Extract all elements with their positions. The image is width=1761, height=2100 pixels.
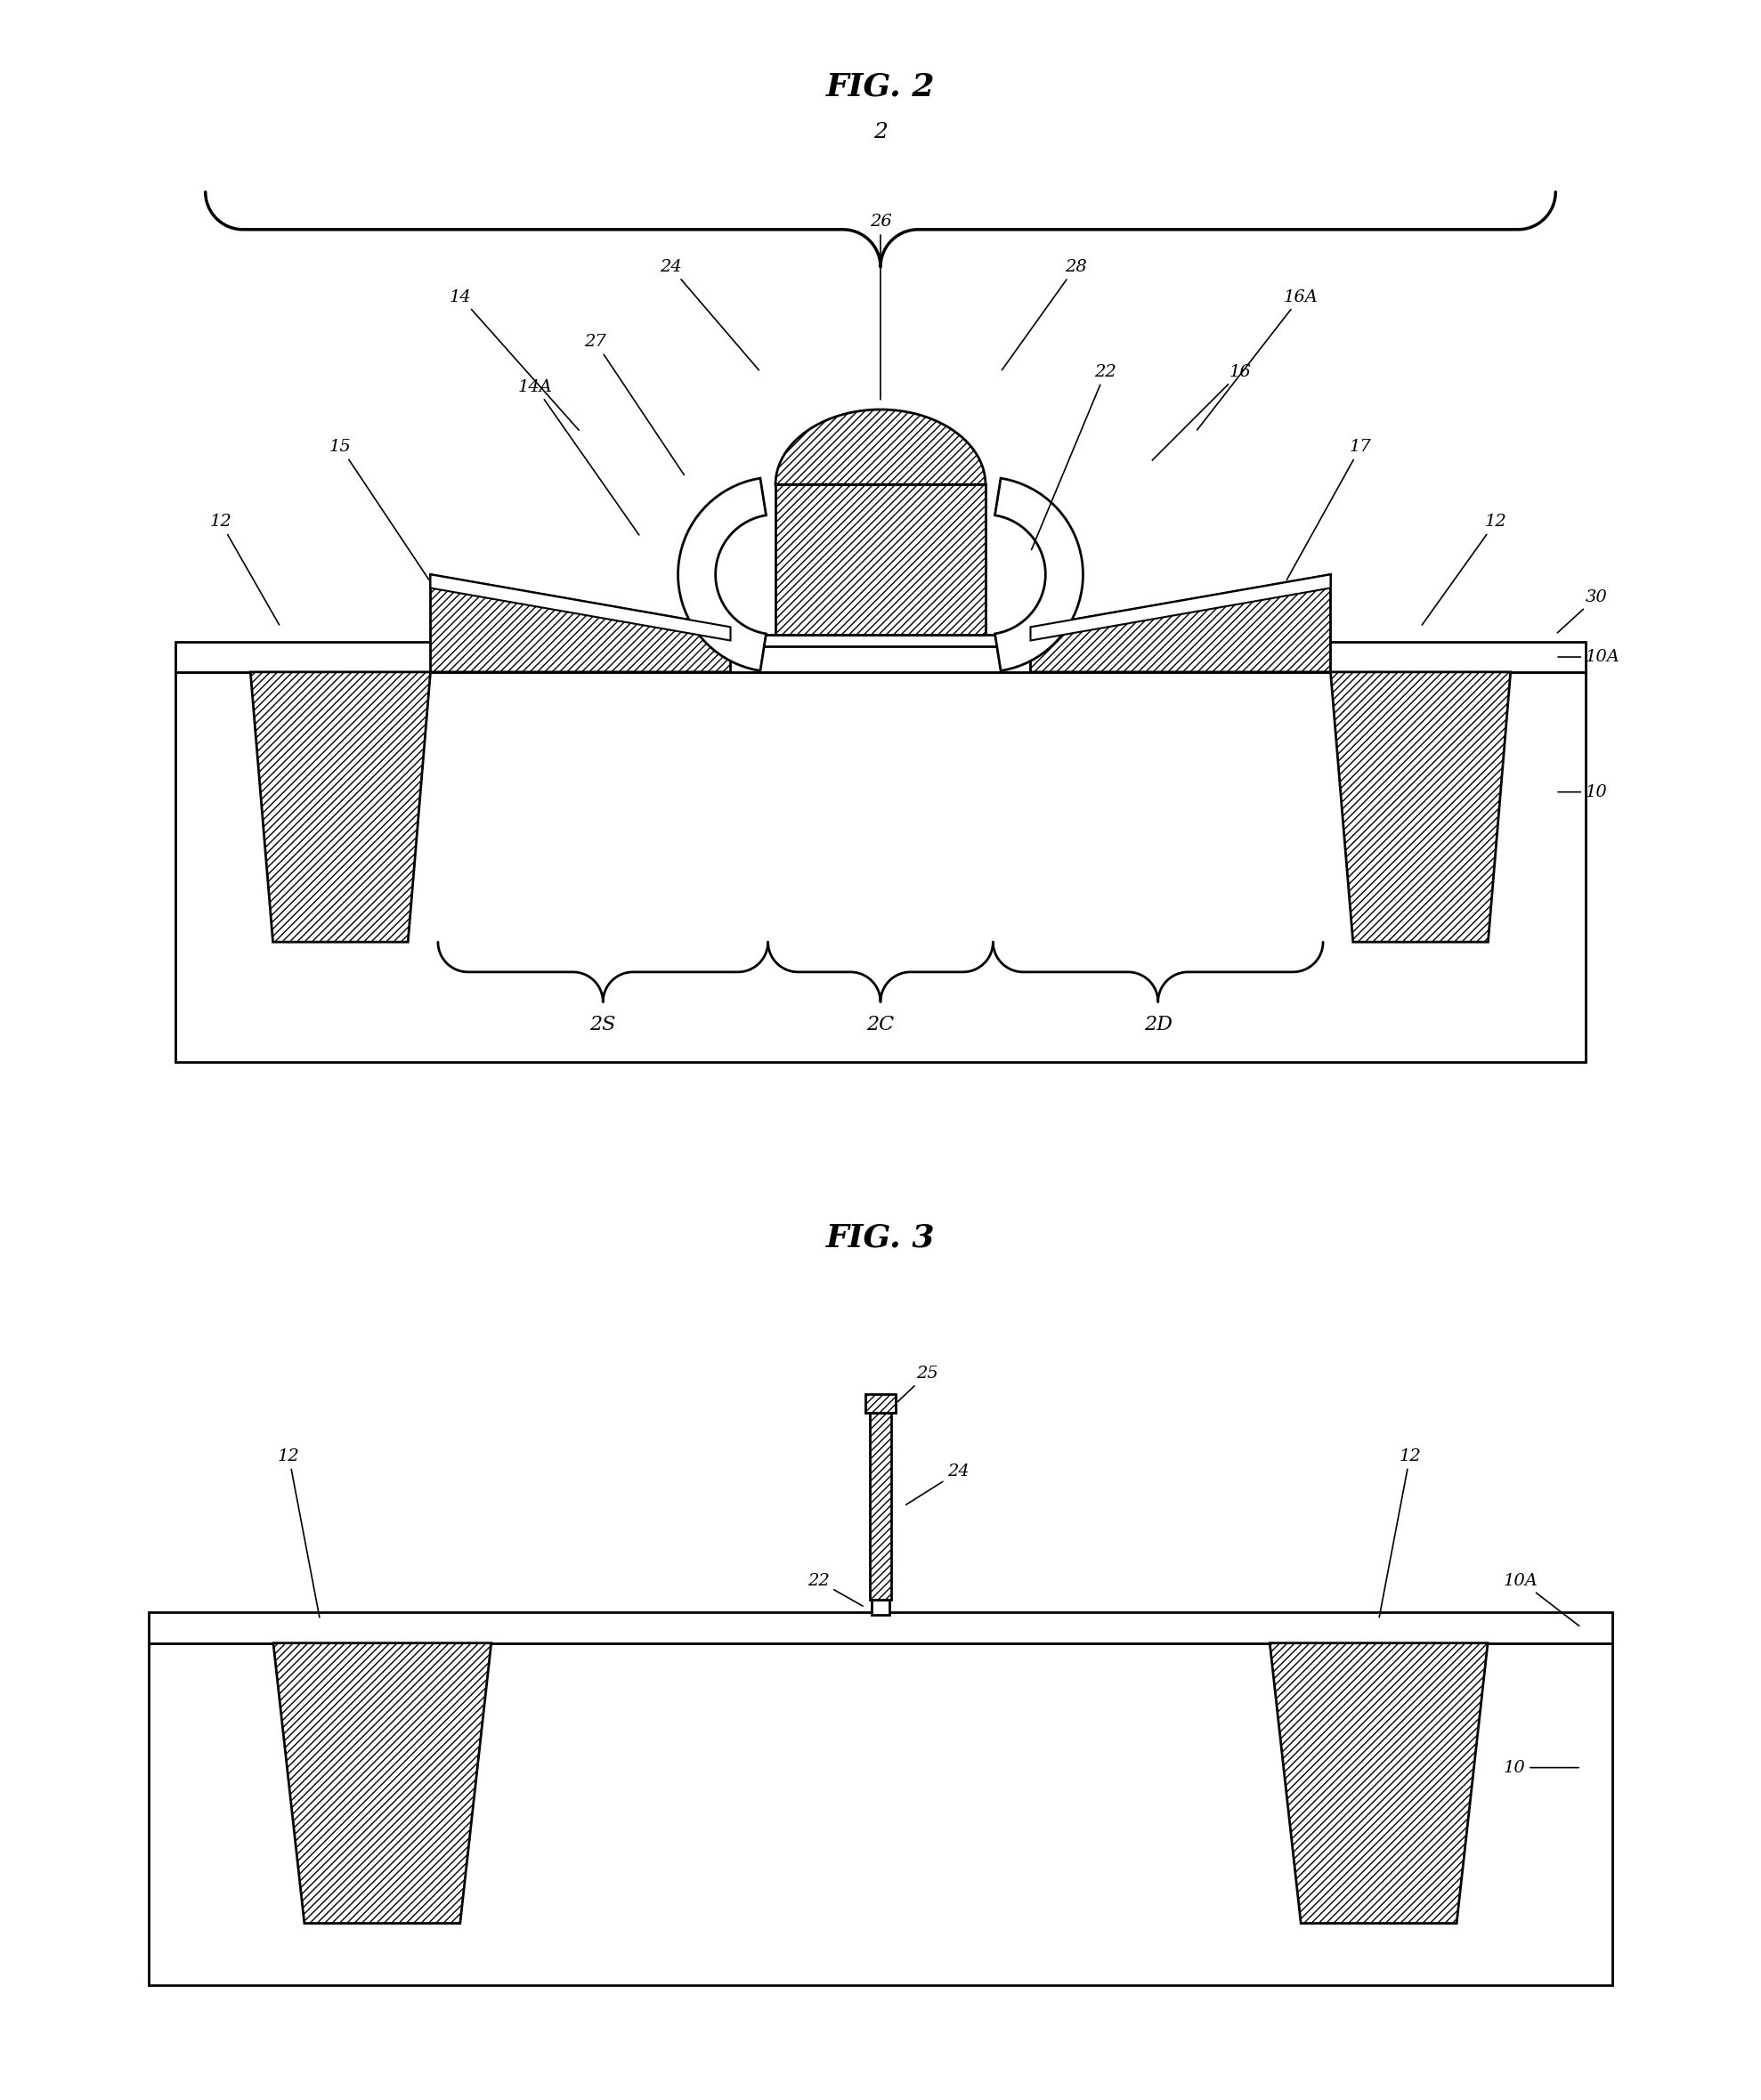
Text: 22: 22 [807,1573,863,1607]
Polygon shape [775,410,986,485]
Text: 12: 12 [1379,1449,1421,1617]
Text: 26: 26 [870,214,891,399]
Polygon shape [1270,1642,1488,1924]
Polygon shape [870,1413,891,1600]
Polygon shape [273,1642,491,1924]
Text: 12: 12 [210,514,280,626]
Polygon shape [995,479,1083,670]
Text: 16A: 16A [1197,290,1317,430]
Text: 28: 28 [1002,258,1087,370]
Polygon shape [1030,575,1331,672]
Polygon shape [430,575,731,640]
Text: 15: 15 [329,439,430,580]
Text: 22: 22 [1032,363,1116,550]
Text: 14A: 14A [518,378,639,536]
Text: 10A: 10A [1558,649,1620,666]
Polygon shape [1030,575,1331,640]
Text: 10: 10 [1504,1760,1578,1777]
Text: 10: 10 [1558,783,1608,800]
Text: 2S: 2S [590,1014,616,1035]
Text: 24: 24 [659,258,759,370]
Polygon shape [176,672,1585,1063]
Text: 16: 16 [1152,363,1252,460]
Polygon shape [176,643,1585,672]
Text: 27: 27 [585,334,683,475]
Text: 2: 2 [873,122,888,143]
Polygon shape [865,1394,896,1413]
Text: 2C: 2C [866,1014,895,1035]
Polygon shape [1331,672,1511,943]
Polygon shape [430,575,731,672]
Text: FIG. 3: FIG. 3 [826,1222,935,1254]
Text: 10A: 10A [1504,1573,1580,1625]
Polygon shape [148,1613,1613,1642]
Text: 12: 12 [278,1449,319,1617]
Text: 2D: 2D [1145,1014,1173,1035]
Text: 24: 24 [905,1464,969,1506]
Polygon shape [678,479,766,670]
Text: 12: 12 [1421,514,1507,626]
Polygon shape [872,1600,889,1615]
Polygon shape [731,634,1030,647]
Text: FIG. 2: FIG. 2 [826,71,935,103]
Text: 30: 30 [1557,588,1608,632]
Polygon shape [250,672,430,943]
Polygon shape [148,1642,1613,1987]
Text: 14: 14 [449,290,579,430]
Text: 17: 17 [1287,439,1372,580]
Polygon shape [775,485,986,634]
Text: 25: 25 [898,1365,939,1401]
